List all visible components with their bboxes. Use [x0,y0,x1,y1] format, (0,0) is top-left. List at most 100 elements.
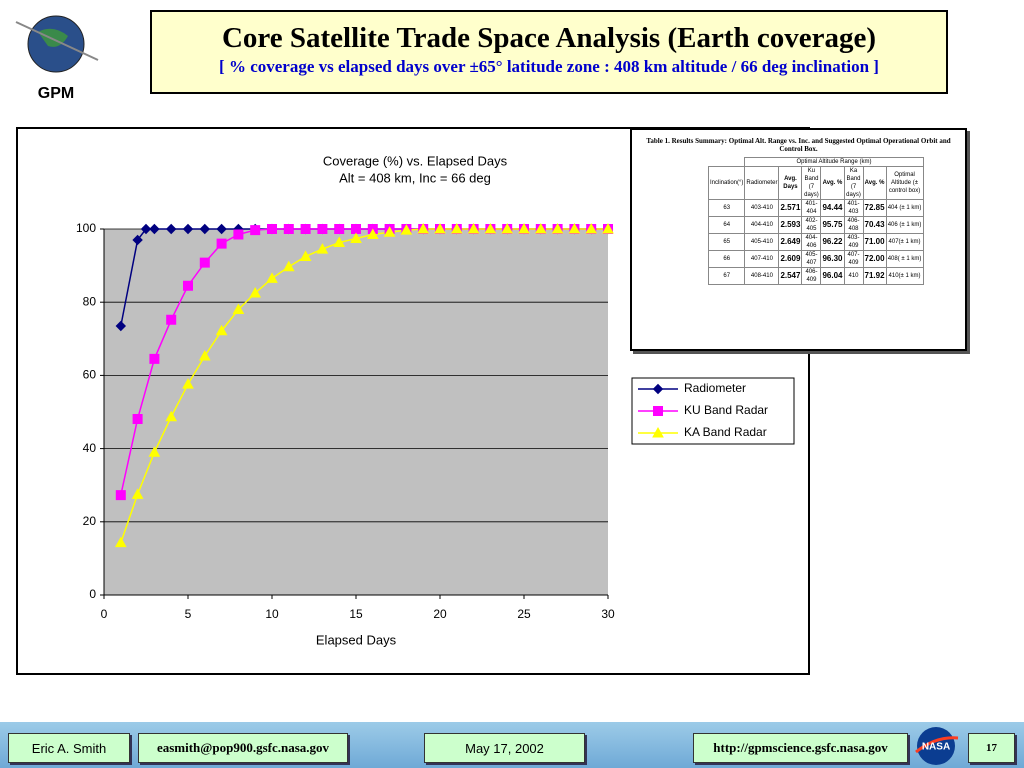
marker [232,303,245,315]
x-tick-label: 25 [517,607,531,621]
table-cell: 94.44 [820,199,845,217]
nasa-disc [917,727,955,765]
marker [149,353,160,364]
table-cell: 403-410 [744,199,780,217]
table-cell: 402-405 [801,216,822,234]
marker [199,257,210,268]
author: Eric A. Smith [8,733,130,763]
table-cell: 408-410 [744,267,780,285]
table-cell: 406-408 [843,216,864,234]
table-cell: 405-410 [744,233,780,251]
table-row: Optimal Altitude Range (km) [709,157,924,167]
nasa-logo: NASA [915,727,959,765]
table-cell: 406-409 [801,267,822,285]
marker [300,224,311,234]
marker [183,280,193,291]
table-cell: 401-403 [843,199,864,217]
y-tick-label: 60 [83,368,97,382]
chart-subtitle: Alt = 408 km, Inc = 66 deg [339,170,491,185]
x-tick-label: 30 [601,607,615,621]
table-cell: 2.593 [778,216,803,234]
marker [602,222,614,234]
x-axis-label: Elapsed Days [316,632,397,647]
marker [450,222,463,234]
nasa-swoosh [915,736,959,754]
plot-area [104,229,608,595]
marker [484,222,497,234]
table-cell: 63 [707,199,746,217]
y-tick-label: 40 [83,441,97,455]
marker [114,536,127,548]
table-cell: 404-406 [801,233,822,251]
url: http://gpmscience.gsfc.nasa.gov [693,733,908,763]
marker [215,324,228,336]
table-cell: 408( ± 1 km) [885,250,924,268]
table-row: Inclination(°) Radiometer Avg. Days Ku Band… [707,166,924,200]
table-row: 67 408-410 2.547 406-409 96.04 410 71.92 410(± … [707,267,924,285]
marker [417,222,430,234]
marker [534,222,547,234]
marker [165,410,178,422]
table-cell: 66 [707,250,746,268]
table-cell: 65 [707,233,746,251]
marker [334,224,345,234]
table-cell: Avg. % [862,166,887,200]
marker [198,349,211,361]
marker [148,446,161,457]
table-cell: 96.30 [820,250,845,268]
marker [283,224,294,234]
marker [250,225,261,236]
legend-label: KU Band Radar [684,403,768,417]
x-tick-label: 20 [433,607,447,621]
table-cell: 71.92 [862,267,887,285]
marker [501,222,514,234]
table-cell: 2.571 [778,199,803,217]
marker [132,234,143,246]
logo-text: GPM [38,85,74,102]
marker [182,378,194,389]
table-cell: Ku Band (7 days) [801,166,822,200]
results-table: Optimal Altitude Range (km) Inclination(°… [707,157,924,285]
y-tick-label: 0 [89,587,96,601]
table-cell: 407(± 1 km) [885,233,924,251]
marker [299,250,312,261]
table-cell: 410(± 1 km) [885,267,924,285]
marker [131,488,144,499]
table-cell: 95.75 [820,216,845,234]
subtitle: [ % coverage vs elapsed days over ±65° l… [219,57,879,76]
table-cell: 404 (± 1 km) [885,199,924,217]
table-cell: 2.547 [778,267,803,285]
table-cell: 70.43 [862,216,887,234]
marker [115,490,126,501]
marker [653,406,663,416]
table-cell: Ka Band (7 days) [843,166,864,200]
marker [149,223,160,235]
marker [132,413,143,424]
marker [216,223,227,235]
table-cell: 71.00 [862,233,887,251]
table-panel: Table 1. Results Summary: Optimal Alt. R… [630,128,967,351]
title: Core Satellite Trade Space Analysis (Ear… [221,22,876,54]
marker [249,287,262,298]
y-tick-label: 20 [83,514,97,528]
legend-label: KA Band Radar [684,425,767,439]
table-cell: 410 [843,267,864,285]
y-tick-label: 80 [83,294,97,308]
marker [282,260,295,272]
orbit [15,21,99,61]
marker [199,223,211,235]
table-cell: Inclination(°) [707,166,746,200]
marker [351,224,361,234]
table-cell: Avg. % [820,166,845,200]
table-cell: 96.22 [820,233,845,251]
table-cell: 72.00 [862,250,887,268]
marker [434,222,446,234]
marker [366,228,379,239]
table-cell: 406 (± 1 km) [885,216,924,234]
marker [350,232,362,244]
table-cell: 2.649 [778,233,803,251]
marker [165,223,177,235]
legend-label: Radiometer [684,381,746,395]
table-cell: Optimal Altitude (± control box) [885,166,924,200]
